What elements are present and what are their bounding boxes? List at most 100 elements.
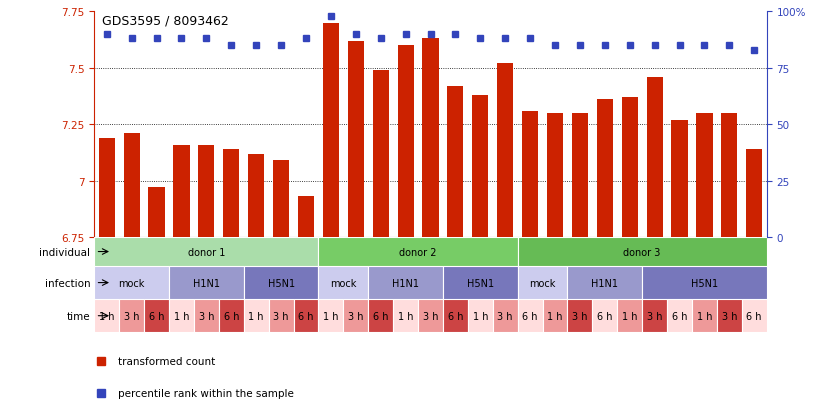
Bar (695, 114, 712, 237)
Bar (671, 121, 687, 237)
Text: transformed count: transformed count (118, 356, 215, 366)
Bar (517, 266, 567, 299)
Bar (522, 112, 537, 237)
Bar (492, 299, 517, 332)
Bar (691, 299, 716, 332)
Bar (94, 266, 169, 299)
Text: 1 h: 1 h (174, 311, 189, 321)
Text: donor 1: donor 1 (188, 247, 224, 257)
Bar (219, 299, 243, 332)
Text: 6 h: 6 h (373, 311, 388, 321)
Bar (318, 266, 368, 299)
Bar (297, 197, 314, 237)
Bar (542, 299, 567, 332)
Bar (148, 188, 165, 237)
Text: mock: mock (330, 278, 356, 288)
Text: 6 h: 6 h (224, 311, 238, 321)
Text: H5N1: H5N1 (690, 278, 717, 288)
Text: 3 h: 3 h (124, 311, 139, 321)
Text: 6 h: 6 h (522, 311, 537, 321)
Bar (721, 114, 736, 237)
Text: mock: mock (118, 278, 145, 288)
Bar (567, 266, 641, 299)
Bar (198, 145, 215, 237)
Bar (243, 266, 318, 299)
Text: individual: individual (39, 247, 90, 257)
Bar (468, 299, 492, 332)
Text: mock: mock (529, 278, 555, 288)
Text: H5N1: H5N1 (267, 278, 294, 288)
Bar (169, 266, 243, 299)
Bar (641, 299, 667, 332)
Bar (98, 138, 115, 237)
Bar (667, 299, 691, 332)
Text: 3 h: 3 h (572, 311, 587, 321)
Bar (596, 100, 612, 237)
Bar (571, 114, 587, 237)
Bar (323, 24, 338, 237)
Text: 3 h: 3 h (423, 311, 437, 321)
Bar (347, 42, 364, 237)
Text: 1 h: 1 h (472, 311, 487, 321)
Bar (442, 299, 468, 332)
Text: 6 h: 6 h (596, 311, 612, 321)
Text: percentile rank within the sample: percentile rank within the sample (118, 388, 293, 398)
Text: 6 h: 6 h (447, 311, 463, 321)
Text: donor 3: donor 3 (622, 247, 660, 257)
Text: 3 h: 3 h (721, 311, 736, 321)
Bar (119, 299, 144, 332)
Bar (223, 150, 239, 237)
Bar (418, 299, 442, 332)
Bar (94, 299, 119, 332)
Bar (368, 299, 392, 332)
Bar (621, 98, 637, 237)
Text: 3 h: 3 h (347, 311, 363, 321)
Text: 1 h: 1 h (397, 311, 413, 321)
Text: 1 h: 1 h (99, 311, 115, 321)
Text: infection: infection (44, 278, 90, 288)
Bar (169, 299, 193, 332)
Bar (269, 299, 293, 332)
Bar (617, 299, 641, 332)
Text: H1N1: H1N1 (192, 278, 219, 288)
Bar (372, 71, 388, 237)
Text: 6 h: 6 h (298, 311, 314, 321)
Bar (472, 96, 488, 237)
Text: donor 2: donor 2 (399, 247, 437, 257)
Text: 1 h: 1 h (248, 311, 264, 321)
Bar (641, 266, 766, 299)
Text: H1N1: H1N1 (391, 278, 419, 288)
Bar (567, 299, 591, 332)
Bar (645, 78, 662, 237)
Bar (591, 299, 617, 332)
Bar (318, 299, 343, 332)
Text: H5N1: H5N1 (466, 278, 493, 288)
Text: 6 h: 6 h (745, 311, 761, 321)
Text: 6 h: 6 h (148, 311, 164, 321)
Bar (94, 237, 318, 266)
Text: 1 h: 1 h (696, 311, 712, 321)
Text: 3 h: 3 h (273, 311, 288, 321)
Text: time: time (66, 311, 90, 321)
Bar (193, 299, 219, 332)
Bar (368, 266, 442, 299)
Bar (517, 299, 542, 332)
Bar (318, 237, 517, 266)
Text: 3 h: 3 h (198, 311, 214, 321)
Bar (173, 145, 189, 237)
Bar (273, 161, 289, 237)
Bar (124, 134, 139, 237)
Bar (741, 299, 766, 332)
Bar (392, 299, 418, 332)
Text: 1 h: 1 h (323, 311, 338, 321)
Text: 3 h: 3 h (646, 311, 662, 321)
Bar (447, 87, 463, 237)
Text: GDS3595 / 8093462: GDS3595 / 8093462 (102, 14, 229, 27)
Bar (716, 299, 741, 332)
Text: 1 h: 1 h (622, 311, 636, 321)
Text: H1N1: H1N1 (590, 278, 618, 288)
Bar (293, 299, 318, 332)
Text: 6 h: 6 h (671, 311, 686, 321)
Bar (496, 64, 513, 237)
Bar (745, 150, 762, 237)
